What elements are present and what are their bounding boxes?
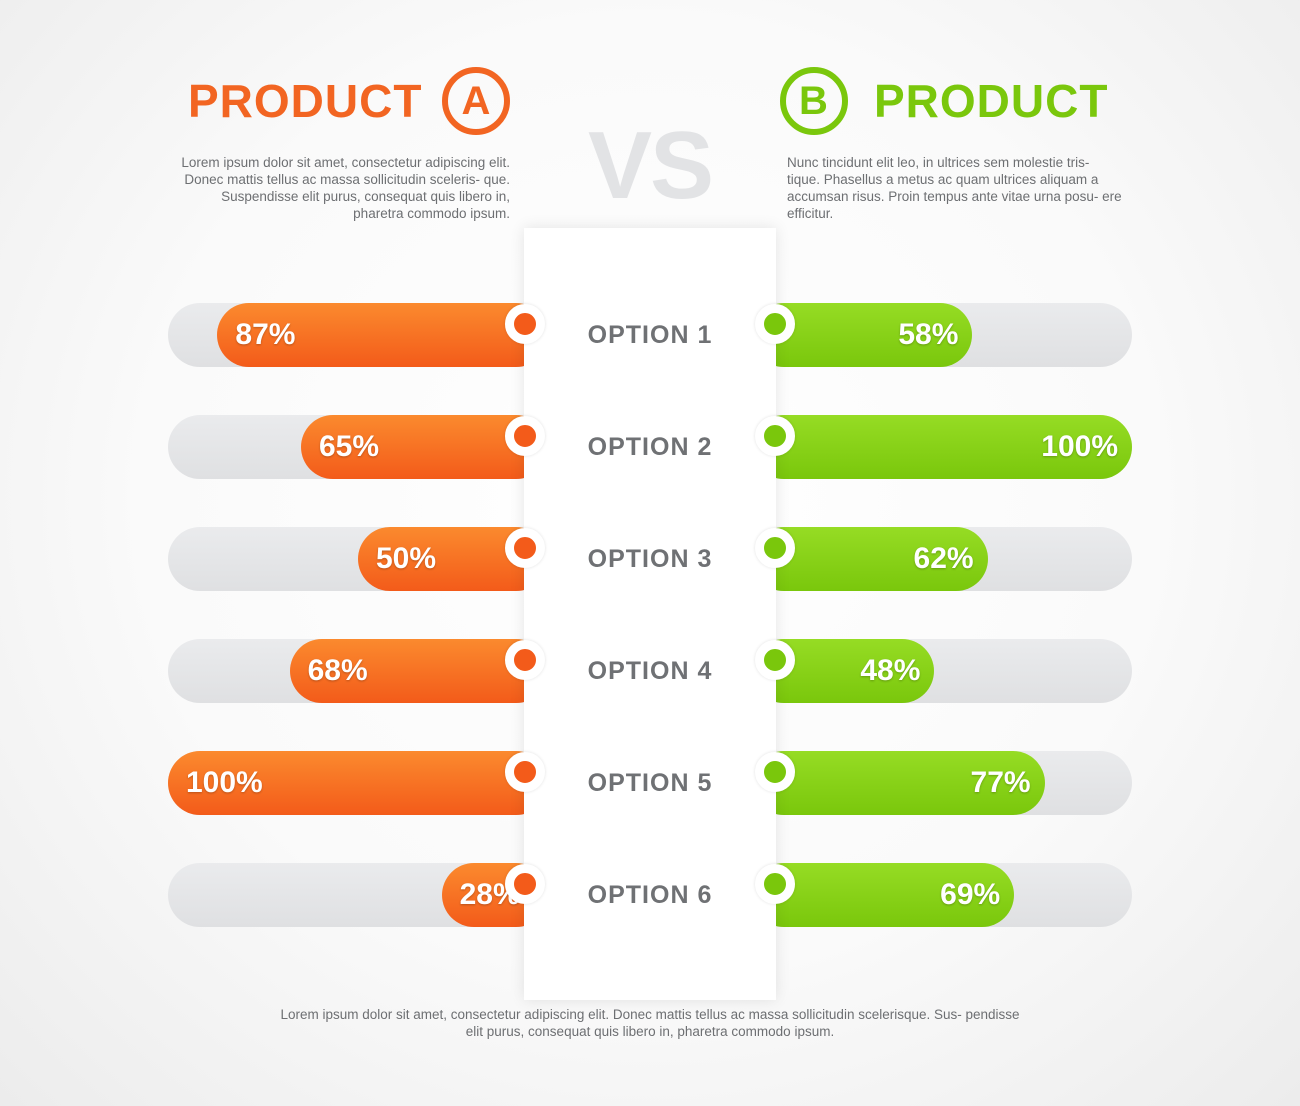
product-b-title: B PRODUCT xyxy=(780,67,1109,135)
product-a-track-3: 50% xyxy=(168,527,548,591)
product-a-bar-4: 68% xyxy=(289,639,548,703)
product-b-value-label-6: 69% xyxy=(940,878,1001,911)
product-b-bar-5: 77% xyxy=(752,751,1045,815)
product-b-dot-icon-4 xyxy=(755,640,795,680)
product-a-dot-icon-3 xyxy=(505,528,545,568)
product-b-track-6: 69% xyxy=(752,863,1132,927)
product-b-dot-icon-6 xyxy=(755,864,795,904)
product-b-title-text: PRODUCT xyxy=(874,75,1109,127)
product-b-bar-6: 69% xyxy=(752,863,1015,927)
product-b-badge-icon: B xyxy=(780,67,848,135)
product-b-track-4: 48% xyxy=(752,639,1132,703)
product-a-bar-1: 87% xyxy=(217,303,548,367)
options-panel xyxy=(524,228,776,1000)
product-b-dot-icon-5 xyxy=(755,752,795,792)
option-label-4: OPTION 4 xyxy=(587,656,713,685)
product-b-value-label-2: 100% xyxy=(1041,430,1118,463)
product-a-title: PRODUCT A xyxy=(188,67,511,135)
product-a-value-label-4: 68% xyxy=(307,654,368,687)
option-label-3: OPTION 3 xyxy=(587,544,713,573)
product-b-value-label-1: 58% xyxy=(898,318,959,351)
product-b-track-5: 77% xyxy=(752,751,1132,815)
vs-label: VS xyxy=(587,112,714,219)
product-b-value-label-3: 62% xyxy=(913,542,974,575)
product-a-dot-icon-2 xyxy=(505,416,545,456)
product-a-track-4: 68% xyxy=(168,639,548,703)
footer-text: Lorem ipsum dolor sit amet, consectetur … xyxy=(280,1007,1020,1039)
option-label-6: OPTION 6 xyxy=(587,880,713,909)
product-a-value-label-3: 50% xyxy=(376,542,437,575)
product-b-track-3: 62% xyxy=(752,527,1132,591)
product-a-track-2: 65% xyxy=(168,415,548,479)
product-b-track-2: 100% xyxy=(752,415,1132,479)
product-a-track-5: 100% xyxy=(168,751,548,815)
product-a-value-label-2: 65% xyxy=(319,430,380,463)
product-a-value-label-1: 87% xyxy=(235,318,296,351)
product-a-title-text: PRODUCT xyxy=(188,75,423,127)
product-a-description: Lorem ipsum dolor sit amet, consectetur … xyxy=(181,155,510,221)
option-label-2: OPTION 2 xyxy=(587,432,713,461)
product-a-dot-icon-4 xyxy=(505,640,545,680)
product-a-track-1: 87% xyxy=(168,303,548,367)
product-b-value-label-4: 48% xyxy=(860,654,921,687)
product-b-dot-icon-1 xyxy=(755,304,795,344)
product-b-bar-2: 100% xyxy=(752,415,1132,479)
product-a-dot-icon-1 xyxy=(505,304,545,344)
option-label-1: OPTION 1 xyxy=(587,320,713,349)
product-a-bar-5: 100% xyxy=(168,751,548,815)
product-a-badge-letter: A xyxy=(461,78,492,123)
product-a-value-label-5: 100% xyxy=(186,766,263,799)
product-a-dot-icon-5 xyxy=(505,752,545,792)
option-label-5: OPTION 5 xyxy=(587,768,713,797)
product-b-dot-icon-3 xyxy=(755,528,795,568)
product-b-value-label-5: 77% xyxy=(970,766,1031,799)
product-b-track-1: 58% xyxy=(752,303,1132,367)
product-a-track-6: 28% xyxy=(168,863,548,927)
product-b-dot-icon-2 xyxy=(755,416,795,456)
product-b-badge-letter: B xyxy=(799,78,829,123)
product-a-badge-icon: A xyxy=(442,67,511,135)
product-a-dot-icon-6 xyxy=(505,864,545,904)
product-b-description: Nunc tincidunt elit leo, in ultrices sem… xyxy=(787,155,1122,221)
